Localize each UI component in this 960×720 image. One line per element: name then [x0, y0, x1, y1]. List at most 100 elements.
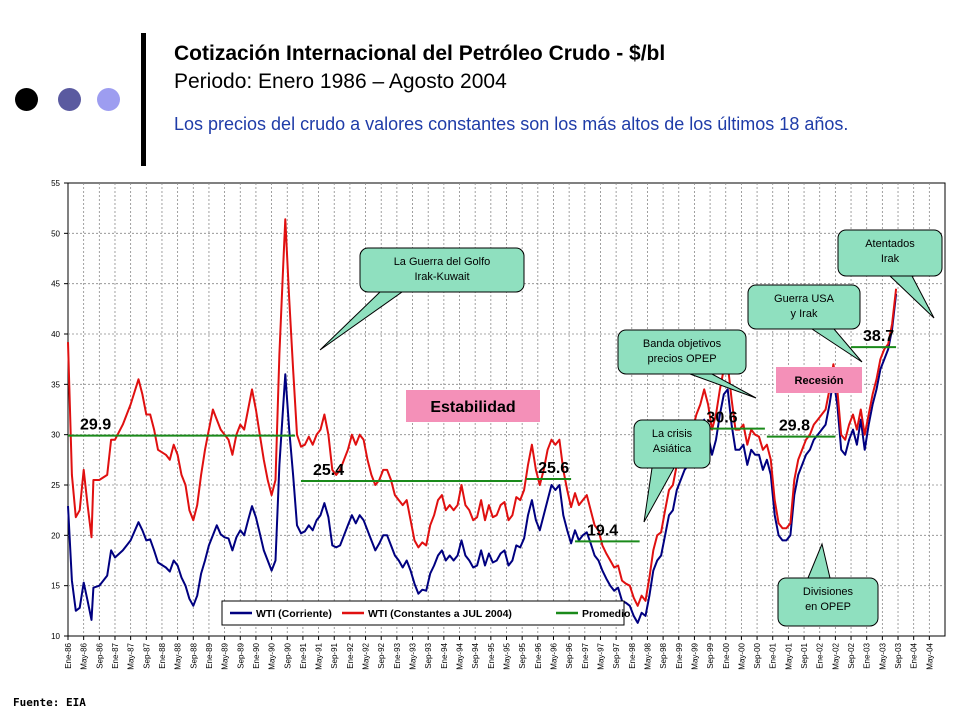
x-tick-label: May-01: [784, 642, 793, 669]
legend-label: WTI (Constantes a JUL 2004): [368, 608, 512, 620]
y-tick-label: 55: [51, 179, 60, 188]
decor-dot-black: [15, 88, 38, 111]
legend-box: [221, 600, 625, 626]
x-tick-label: May-03: [878, 642, 887, 669]
x-tick-label: Sep-00: [753, 642, 762, 668]
series-line-wti-corriente: [67, 293, 898, 624]
x-tick-label: Sep-03: [894, 642, 903, 668]
legend-label: WTI (Corriente): [256, 608, 332, 620]
x-tick-label: Ene-01: [769, 642, 778, 668]
x-tick-label: Ene-97: [581, 642, 590, 668]
x-tick-label: Ene-03: [863, 642, 872, 668]
axis-layer: Ene-86 May-86 Sep-86 Ene-87 May-87 Sep-87 Ene-…: [51, 179, 934, 670]
x-tick-label: Sep-97: [612, 642, 621, 668]
x-tick-label: May-95: [503, 642, 512, 669]
average-label: 19.4: [587, 522, 618, 539]
x-tick-label: May-91: [315, 642, 324, 669]
x-tick-label: Sep-90: [283, 642, 292, 668]
x-tick-label: Sep-02: [847, 642, 856, 668]
x-tick-label: Ene-92: [346, 642, 355, 668]
x-tick-label: May-86: [80, 642, 89, 669]
y-tick-label: 50: [51, 229, 60, 238]
callout-text-divisiones: en OPEP: [805, 601, 851, 613]
legend-label: Promedio: [582, 608, 630, 620]
x-tick-label: May-90: [268, 642, 277, 669]
legend-layer: WTI (Corriente) WTI (Constantes a JUL 200…: [221, 600, 630, 626]
decor-dot-lavender: [97, 88, 120, 111]
x-tick-label: May-96: [549, 642, 558, 669]
callout-text-crisis: Asiática: [653, 443, 692, 455]
x-tick-label: May-92: [362, 642, 371, 669]
x-tick-label: Ene-04: [910, 642, 919, 668]
callout-text-banda: Banda objetivos: [643, 338, 722, 350]
series-layer: [67, 218, 898, 624]
x-tick-label: May-04: [925, 642, 934, 669]
x-tick-label: Sep-87: [142, 642, 151, 668]
y-tick-label: 30: [51, 431, 60, 440]
y-tick-label: 45: [51, 280, 60, 289]
x-tick-label: Sep-96: [565, 642, 574, 668]
callout-text-crisis: La crisis: [652, 428, 693, 440]
series-line-wti-constantes: [67, 218, 898, 607]
callout-text-golfo: Irak-Kuwait: [414, 271, 469, 283]
x-tick-label: May-98: [643, 642, 652, 669]
x-tick-label: Ene-98: [628, 642, 637, 668]
average-label: 29.8: [779, 418, 810, 435]
badge-text-estabilidad: Estabilidad: [430, 399, 515, 416]
x-tick-label: Sep-95: [518, 642, 527, 668]
x-tick-label: Sep-94: [471, 642, 480, 668]
x-tick-label: Sep-88: [189, 642, 198, 668]
x-tick-label: May-87: [127, 642, 136, 669]
x-tick-label: Ene-95: [487, 642, 496, 668]
callout-text-banda: precios OPEP: [647, 353, 716, 365]
average-label: 38.7: [863, 328, 894, 345]
average-label: 25.6: [538, 460, 569, 477]
x-tick-label: May-93: [409, 642, 418, 669]
x-tick-label: Ene-00: [722, 642, 731, 668]
decor-dot-slate: [58, 88, 81, 111]
x-tick-label: Ene-87: [111, 642, 120, 668]
page-description: Los precios del crudo a valores constant…: [174, 114, 849, 134]
x-tick-label: Ene-96: [534, 642, 543, 668]
x-tick-label: Sep-98: [659, 642, 668, 668]
average-label: 29.9: [80, 417, 111, 434]
badge-estabilidad: [406, 390, 540, 422]
x-tick-label: Ene-90: [252, 642, 261, 668]
callout-box-banda: [617, 329, 747, 375]
x-tick-label: Ene-02: [816, 642, 825, 668]
annotation-layer: La Guerra del Golfo Irak-Kuwait La crisis A…: [319, 229, 943, 627]
page-subtitle: Periodo: Enero 1986 – Agosto 2004: [174, 70, 507, 93]
x-tick-label: May-99: [690, 642, 699, 669]
x-tick-label: Ene-91: [299, 642, 308, 668]
y-tick-label: 25: [51, 481, 60, 490]
average-label: 30.6: [706, 410, 737, 427]
x-tick-label: Ene-86: [64, 642, 73, 668]
x-tick-label: Sep-86: [95, 642, 104, 668]
x-tick-label: Sep-93: [424, 642, 433, 668]
x-tick-label: Ene-94: [440, 642, 449, 668]
callout-text-guerra: y Irak: [791, 308, 818, 320]
y-tick-label: 35: [51, 380, 60, 389]
x-tick-label: Sep-91: [330, 642, 339, 668]
x-tick-label: May-94: [456, 642, 465, 669]
x-tick-label: May-89: [221, 642, 230, 669]
x-tick-label: Sep-92: [377, 642, 386, 668]
x-tick-label: May-00: [737, 642, 746, 669]
x-tick-label: Sep-99: [706, 642, 715, 668]
x-tick-label: Sep-89: [236, 642, 245, 668]
x-tick-label: Ene-99: [675, 642, 684, 668]
x-tick-label: May-02: [831, 642, 840, 669]
average-label: 25.4: [313, 462, 344, 479]
x-tick-label: May-88: [174, 642, 183, 669]
callout-text-golfo: La Guerra del Golfo: [394, 256, 491, 268]
callout-box-atentados: [837, 229, 943, 277]
page-title: Cotización Internacional del Petróleo Cr…: [174, 42, 666, 65]
title-divider-bar: [141, 33, 146, 166]
y-tick-label: 40: [51, 330, 60, 339]
x-tick-label: Ene-89: [205, 642, 214, 668]
callout-text-atentados: Atentados: [865, 238, 915, 250]
callout-box-divisiones: [777, 577, 879, 627]
y-tick-label: 10: [51, 632, 60, 641]
x-tick-label: Ene-93: [393, 642, 402, 668]
